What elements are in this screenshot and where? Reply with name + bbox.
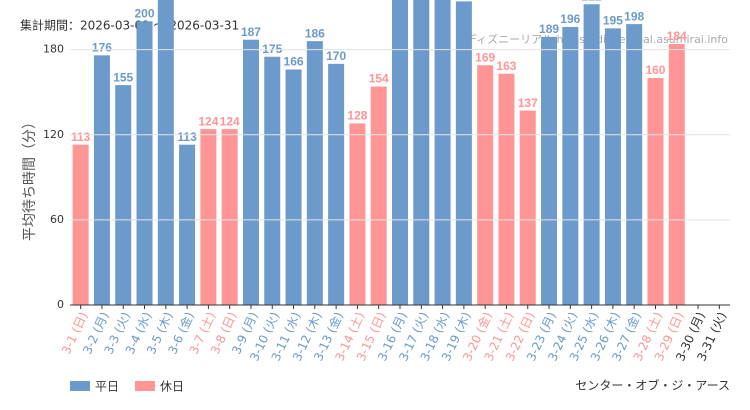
bar (392, 0, 408, 306)
bar (455, 1, 472, 305)
bar (519, 110, 536, 306)
bar (541, 36, 558, 305)
bar (200, 129, 217, 305)
legend-label: 平日 (95, 380, 119, 394)
bar (668, 43, 685, 305)
value-label: 124 (198, 114, 218, 128)
value-label: 214 (454, 0, 474, 1)
value-label: 169 (475, 50, 495, 64)
bar (115, 85, 132, 306)
bar (72, 144, 89, 305)
bar (647, 78, 664, 305)
value-label: 128 (347, 109, 367, 123)
value-label: 189 (539, 22, 559, 36)
value-label: 198 (624, 9, 644, 23)
value-label: 137 (518, 96, 538, 110)
bar (349, 123, 366, 305)
bar (306, 41, 323, 306)
y-tick-label: 180 (43, 43, 64, 56)
value-label: 113 (177, 130, 197, 144)
chart-title: センター・オブ・ジ・アース (575, 378, 730, 393)
legend-swatch (70, 381, 90, 391)
value-label: 200 (135, 6, 155, 20)
bar (562, 26, 579, 305)
bar (242, 39, 259, 305)
value-label: 196 (560, 12, 580, 26)
value-label: 166 (284, 55, 304, 69)
bar (604, 28, 621, 305)
value-label: 186 (305, 26, 325, 40)
bar (285, 69, 302, 305)
value-label: 163 (496, 59, 516, 73)
value-label: 154 (369, 72, 389, 86)
bar (264, 56, 281, 305)
bar (370, 86, 387, 305)
value-label: 184 (667, 29, 687, 43)
value-label: 170 (326, 49, 346, 63)
bar (477, 65, 494, 305)
bar (583, 4, 600, 305)
y-axis-label: 平均待ち時間（分） (22, 115, 38, 241)
y-tick-label: 120 (43, 128, 64, 141)
bar (626, 24, 643, 306)
bar (434, 0, 451, 306)
bar (136, 21, 153, 305)
value-label: 160 (645, 63, 665, 77)
value-label: 175 (262, 42, 282, 56)
bar (498, 73, 515, 305)
bar (328, 63, 345, 306)
value-label: 113 (71, 130, 91, 144)
value-label: 155 (113, 70, 133, 84)
y-tick-label: 0 (57, 298, 64, 311)
bar (93, 55, 110, 306)
value-label: 176 (92, 40, 112, 54)
value-label: 195 (603, 14, 623, 28)
legend-swatch (135, 381, 155, 391)
value-label: 124 (220, 114, 240, 128)
legend-label: 休日 (160, 380, 184, 394)
y-tick-label: 60 (50, 213, 64, 226)
value-label: 212 (582, 0, 602, 3)
subtitle: 集計期間：2026-03-01 ～ 2026-03-31 (20, 18, 239, 33)
bar (221, 129, 238, 305)
value-label: 187 (241, 25, 261, 39)
bar (413, 0, 430, 306)
bar (179, 144, 196, 305)
bar (157, 0, 174, 305)
